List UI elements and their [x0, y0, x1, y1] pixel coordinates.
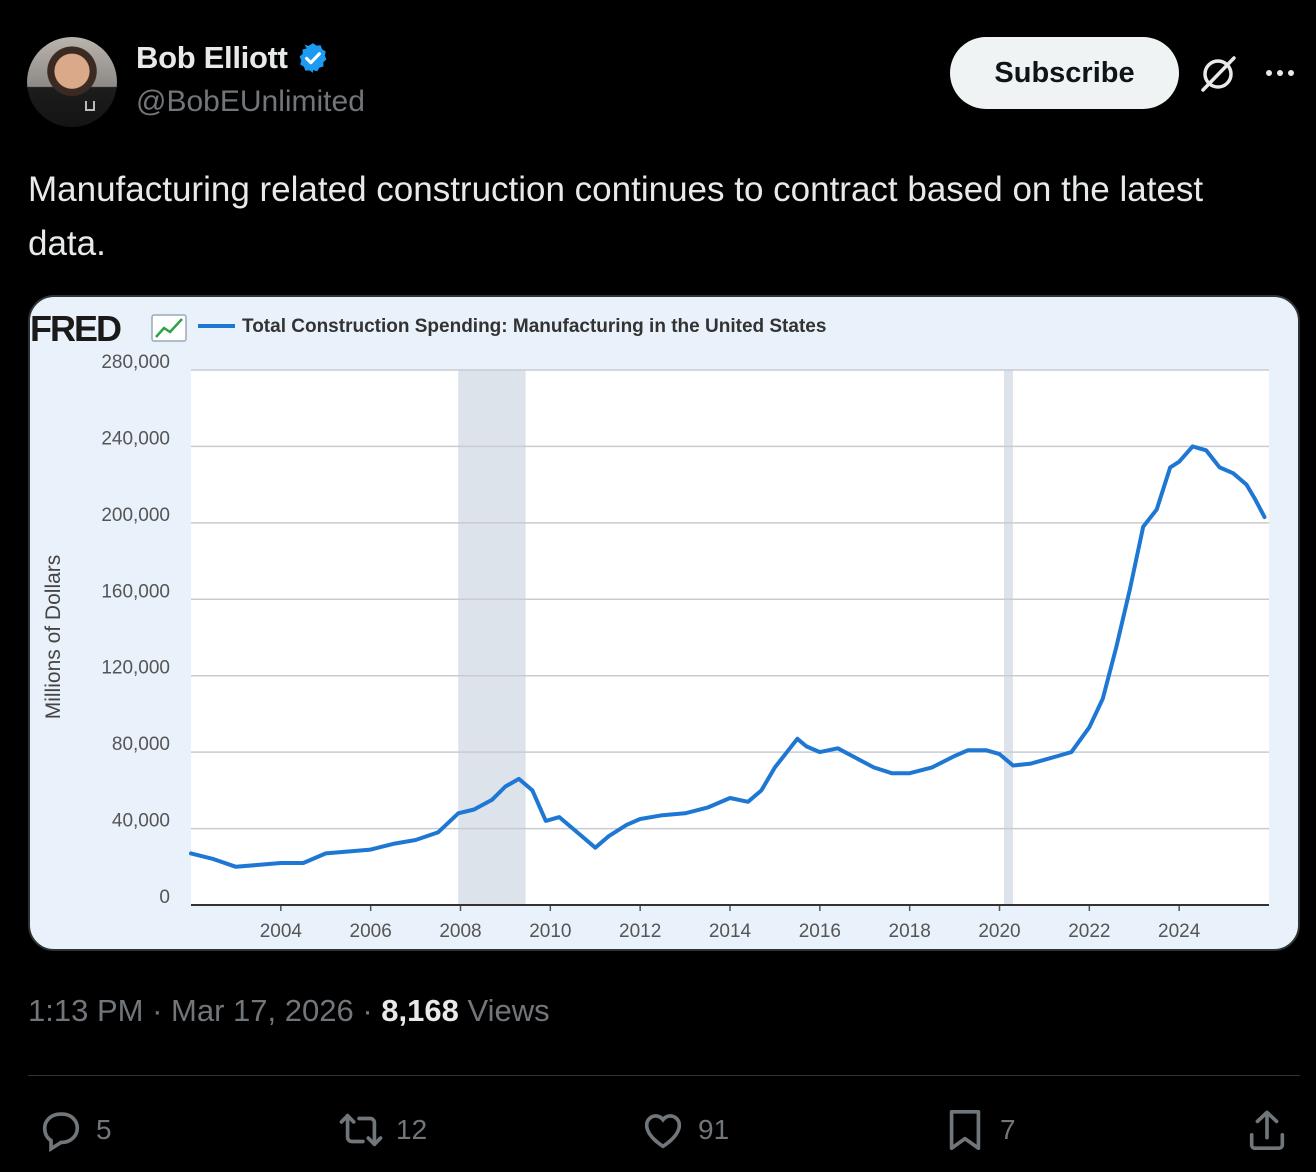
y-tick-label: 40,000 — [112, 811, 170, 832]
author-name[interactable]: Bob Elliott — [136, 40, 288, 75]
grok-icon[interactable] — [1197, 53, 1239, 95]
author-handle[interactable]: @BobEUnlimited — [136, 85, 365, 118]
bookmark-icon — [949, 1109, 981, 1151]
recession-band-0 — [458, 370, 526, 905]
y-axis-label: Millions of Dollars — [42, 555, 65, 720]
x-tick-label: 2006 — [350, 921, 392, 942]
views-label: Views — [467, 993, 550, 1028]
repost-icon — [339, 1113, 383, 1147]
x-tick-label: 2004 — [260, 921, 303, 942]
heart-icon — [644, 1114, 682, 1149]
fred-logo: FRED — [30, 308, 187, 349]
legend-label: Total Construction Spending: Manufacturi… — [242, 316, 826, 337]
like-count: 91 — [698, 1114, 730, 1145]
y-tick-label: 80,000 — [112, 734, 170, 755]
meta-separator: · — [152, 993, 163, 1028]
y-tick-label: 160,000 — [101, 581, 170, 602]
chart-image[interactable]: FRED Total Construction Spending: Manufa… — [28, 295, 1300, 951]
y-tick-label: 120,000 — [101, 658, 170, 679]
repost-count: 12 — [396, 1114, 428, 1145]
subscribe-button[interactable]: Subscribe — [950, 37, 1179, 109]
bookmark-count: 7 — [1000, 1114, 1016, 1145]
x-tick-label: 2008 — [439, 921, 481, 942]
reply-icon — [42, 1112, 80, 1153]
shirt-logo — [85, 101, 95, 111]
x-tick-label: 2020 — [978, 921, 1020, 942]
fred-logo-icon-line — [155, 318, 183, 338]
divider — [28, 1075, 1300, 1076]
more-options-icon[interactable] — [1262, 58, 1298, 88]
x-tick-label: 2016 — [799, 921, 841, 942]
y-tick-label: 200,000 — [101, 505, 170, 526]
x-tick-label: 2018 — [889, 921, 931, 942]
verified-badge-icon[interactable] — [296, 41, 330, 75]
meta-separator: · — [362, 993, 373, 1028]
recession-band-1 — [1003, 370, 1013, 905]
y-tick-label: 240,000 — [101, 428, 170, 449]
fred-logo-text: FRED — [30, 308, 121, 349]
tweet-text: Manufacturing related construction conti… — [28, 170, 1204, 263]
repost-button[interactable]: 12 — [338, 1106, 427, 1154]
share-button[interactable] — [1244, 1106, 1290, 1154]
y-tick-label: 0 — [159, 887, 170, 908]
like-button[interactable]: 91 — [640, 1106, 729, 1154]
share-icon — [1249, 1110, 1285, 1151]
x-tick-label: 2012 — [619, 921, 661, 942]
x-tick-label: 2014 — [709, 921, 752, 942]
x-tick-label: 2022 — [1068, 921, 1110, 942]
reply-button[interactable]: 5 — [38, 1106, 112, 1154]
series-line — [189, 444, 1267, 869]
bookmark-button[interactable]: 7 — [942, 1106, 1016, 1154]
tweet-time[interactable]: 1:13 PM — [28, 993, 144, 1028]
views-count: 8,168 — [381, 993, 459, 1028]
plot-area — [191, 370, 1269, 905]
x-tick-label: 2010 — [529, 921, 571, 942]
tweet-meta: 1:13 PM · Mar 17, 2026 · 8,168 Views — [28, 993, 550, 1029]
fred-chart: FRED Total Construction Spending: Manufa… — [30, 308, 1269, 942]
avatar[interactable] — [27, 37, 117, 127]
x-tick-label: 2024 — [1158, 921, 1201, 942]
author-name-row: Bob Elliott — [136, 40, 330, 76]
y-tick-label: 280,000 — [101, 352, 170, 373]
tweet-date[interactable]: Mar 17, 2026 — [171, 993, 354, 1028]
fred-logo-chart-icon — [151, 314, 187, 342]
reply-count: 5 — [96, 1114, 112, 1145]
